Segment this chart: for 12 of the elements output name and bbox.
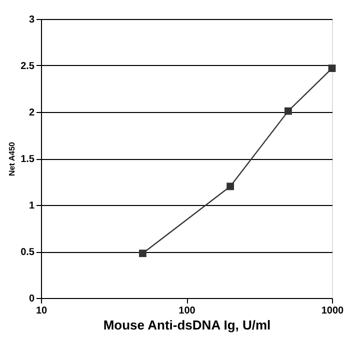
x-tick-label: 1000 (321, 306, 344, 316)
y-tick-label: 2.5 (20, 61, 35, 72)
x-tick-label: 10 (36, 306, 48, 316)
y-tick-label: 2 (28, 108, 35, 118)
y-axis-title: Net A450 (8, 141, 17, 176)
y-tick-label: 1.5 (20, 154, 35, 165)
y-tick-label: 0.5 (20, 247, 35, 258)
y-tick-label: 1 (28, 200, 35, 212)
y-tick-label: 3 (28, 14, 35, 26)
x-tick-label: 100 (178, 306, 196, 316)
y-tick-label: 0 (28, 294, 35, 304)
x-axis-title: Mouse Anti-dsDNA Ig, U/ml (103, 318, 271, 332)
